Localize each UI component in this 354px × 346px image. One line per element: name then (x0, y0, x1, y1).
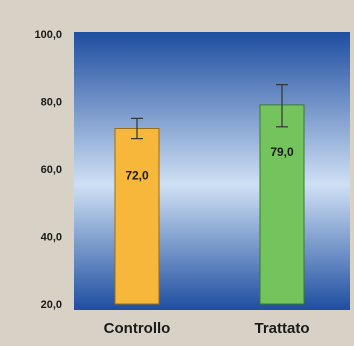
bars: 72,0 79,0 (114, 84, 305, 305)
data-label: 79,0 (270, 145, 294, 159)
error-bar (276, 84, 288, 128)
x-tick-label: Trattato (254, 320, 309, 337)
y-axis: 20,0 40,0 60,0 80,0 100,0 (34, 29, 62, 311)
y-tick-label: 100,0 (34, 29, 62, 41)
y-tick-label: 20,0 (41, 299, 62, 311)
y-tick-label: 80,0 (41, 97, 62, 109)
y-tick-label: 60,0 (41, 164, 62, 176)
x-axis: Controllo Trattato (104, 320, 310, 337)
bar-controllo (114, 128, 160, 305)
bar-trattato (259, 104, 305, 305)
x-tick-label: Controllo (104, 320, 171, 337)
error-bar (131, 117, 143, 140)
data-label: 72,0 (125, 169, 149, 183)
y-tick-label: 40,0 (41, 232, 62, 244)
